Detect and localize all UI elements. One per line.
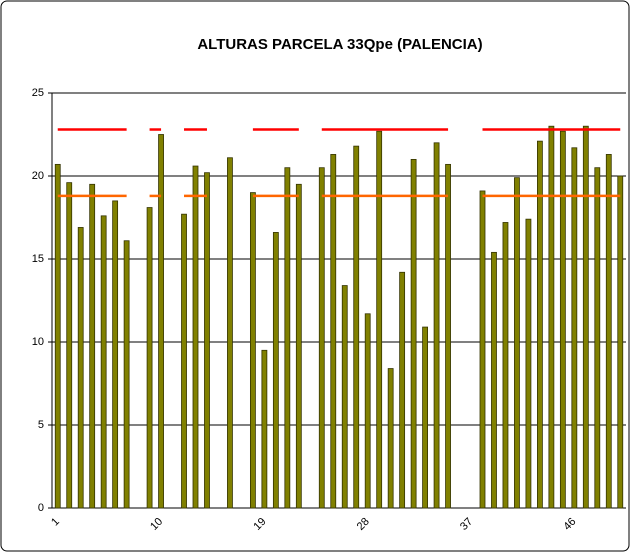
bar [318,167,325,509]
bar [617,175,624,509]
y-tick-label: 10 [32,336,44,348]
bar [330,154,337,509]
bar [272,232,279,509]
bar [559,130,566,509]
y-tick-label: 20 [32,170,44,182]
bar [502,222,509,509]
bar [364,313,371,509]
y-tick-label: 25 [32,87,44,99]
bar [284,167,291,509]
bar [66,182,73,509]
bar [181,213,187,509]
bar [376,130,383,509]
bar [353,145,360,509]
bar [445,163,451,509]
bar [571,147,578,509]
bar [433,142,440,509]
bar [422,326,429,509]
bar [479,190,486,509]
bar [100,215,107,509]
bar [548,125,555,509]
y-tick-label: 15 [32,253,44,265]
bar [146,207,153,509]
bar [514,177,520,509]
bar [387,368,394,509]
bar [594,167,601,509]
bar [525,218,532,509]
bar [158,134,164,509]
bar [537,140,543,509]
bar [341,285,348,509]
bar [249,192,256,509]
bar [410,158,417,509]
chart-title: ALTURAS PARCELA 33Qpe (PALENCIA) [197,36,482,53]
bar [89,183,96,509]
y-tick-label: 5 [38,419,44,431]
bar [605,154,612,509]
bar [261,349,268,509]
bar [204,172,210,509]
bar [227,157,233,509]
bar [112,200,119,509]
bar [123,240,130,509]
bar [192,165,199,509]
bar [582,125,589,509]
bar [295,183,302,509]
bar [77,227,84,509]
bar [54,163,61,509]
bar [399,271,406,509]
y-tick-label: 0 [38,502,44,514]
bar [491,251,497,509]
